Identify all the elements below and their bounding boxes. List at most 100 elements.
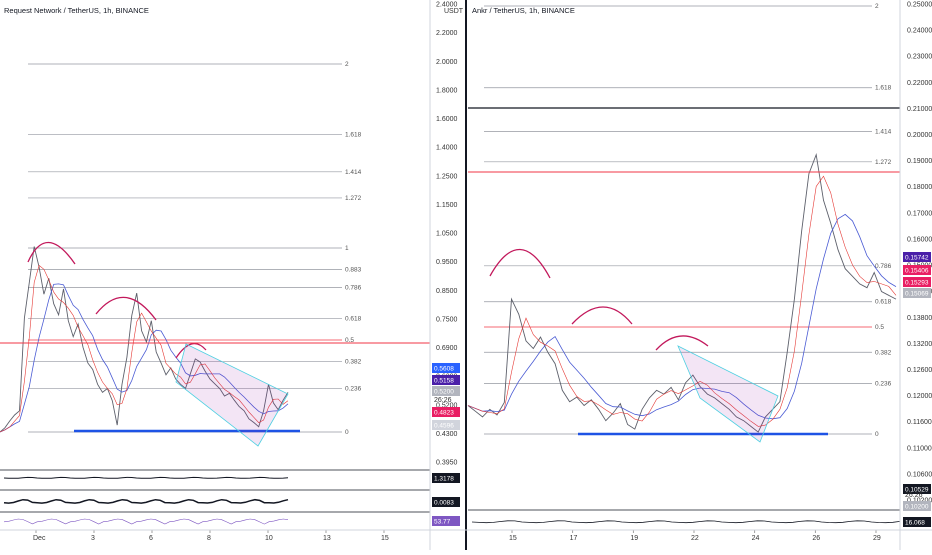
price-tick-label: 1.2500 [436,173,458,180]
fib-level-label: 0.236 [875,380,892,387]
price-tick-label: 1.0500 [436,231,458,238]
fib-level-label: 1.414 [345,169,362,176]
moving-average-line [467,213,897,420]
fib-level-label: 1.618 [345,131,362,138]
price-tag [903,288,931,298]
price-tick-label: 0.13800 [907,315,932,322]
indicator-value-tag [903,517,931,527]
price-tag [432,386,460,396]
indicator-line [3,518,289,525]
date-tick-label: 29 [873,535,881,542]
price-tick-label: 0.16000 [907,236,932,243]
indicator-line [3,498,289,504]
fib-level-label: 0.618 [345,315,362,322]
price-tick-label: 0.22000 [907,80,932,87]
price-tag [903,252,931,262]
fib-level-label: 1.618 [875,85,892,92]
price-tick-label: 0.4300 [436,431,458,438]
price-tag-value: 0.5200 [434,389,454,396]
indicator-value-tag [432,473,460,483]
price-tick-label: 0.10600 [907,471,932,478]
price-tag-value: 0.15293 [905,280,929,287]
date-tick-label: Dec [33,535,46,542]
fib-level-label: 0.382 [345,359,362,366]
price-tag [903,277,931,287]
price-tick-label: 2.0000 [436,59,458,66]
price-tick-label: 0.8500 [436,288,458,295]
indicator-value-tag [432,497,460,507]
descending-channel [677,345,779,443]
indicator-line [3,476,289,479]
price-tick-label: 0.9500 [436,259,458,266]
fib-level-label: 0.786 [345,284,362,291]
pattern-arc [655,335,709,351]
date-tick-label: 17 [570,535,578,542]
right-chart-pane: Ankr / TetherUS, 1h, BINANCE 0.25000 0.240… [467,2,932,542]
pattern-arc [175,342,207,359]
price-tick-label: 0.18000 [907,184,932,191]
price-tick-label: 0.3950 [436,460,458,467]
price-tick-label: 0.13200 [907,341,932,348]
fib-level-label: 0.382 [875,349,892,356]
fib-level-label: 1 [345,245,349,252]
indicator-value: 0.0083 [434,500,454,507]
price-tag-value: 0.5158 [434,378,454,385]
price-tick-label: 2.4000 [436,2,458,9]
fast-moving-average-line [0,264,289,433]
date-tick-label: 15 [381,535,389,542]
fib-level-label: 2 [345,61,349,68]
moving-average-line [0,283,289,433]
date-tick-label: 19 [630,535,638,542]
fast-moving-average-line [467,175,897,427]
fib-level-label: 1.272 [875,159,892,166]
fib-level-label: 0.5 [875,324,884,331]
price-tick-label: 0.20000 [907,132,932,139]
price-tick-label: 1.1500 [436,202,458,209]
descending-channel [175,343,289,447]
price-line [0,246,289,433]
price-tag [903,501,931,511]
price-tick-label: 0.11600 [907,419,932,426]
date-tick-label: 3 [91,535,95,542]
price-tick-label: 2.2000 [436,30,458,37]
fib-level-label: 0.5 [345,337,354,344]
price-tick-label: 1.6000 [436,116,458,123]
price-tag [432,363,460,373]
fib-level-label: 2 [875,3,879,10]
date-tick-label: 6 [149,535,153,542]
price-tag [432,407,460,417]
price-tag-value: 0.5608 [434,366,454,373]
price-tag [903,484,931,494]
pattern-arc [489,248,551,279]
fib-level-label: 0.618 [875,299,892,306]
price-tag-value: 0.15069 [905,291,929,298]
price-tag [432,420,460,430]
pattern-arc [571,306,633,325]
price-tag-value: 0.15406 [905,268,929,275]
indicator-line [471,520,901,524]
left-chart-pane: Request Network / TetherUS, 1h, BINANCE U… [0,2,464,542]
date-tick-label: 22 [691,535,699,542]
price-tag-value: 0.4823 [434,410,454,417]
price-tick-label: 0.12000 [907,393,932,400]
price-line [467,152,897,433]
price-tick-label: 0.19000 [907,158,932,165]
indicator-value-tag [432,516,460,526]
fib-level-label: 0.883 [345,267,362,274]
date-tick-label: 15 [509,535,517,542]
price-tick-label: 1.8000 [436,87,458,94]
price-tick-label: 0.5200 [436,402,458,409]
fib-level-label: 0.786 [875,263,892,270]
date-tick-label: 24 [752,535,760,542]
chart-title: Ankr / TetherUS, 1h, BINANCE [472,6,575,15]
price-tag [903,265,931,275]
date-tick-label: 13 [323,535,331,542]
indicator-value: 53.77 [434,519,451,526]
price-tick-label: 0.21000 [907,106,932,113]
indicator-value: 1.3178 [434,476,454,483]
price-tick-label: 0.11000 [907,445,932,452]
price-tag-value: 0.10529 [905,487,929,494]
price-tick-label: 0.17000 [907,210,932,217]
